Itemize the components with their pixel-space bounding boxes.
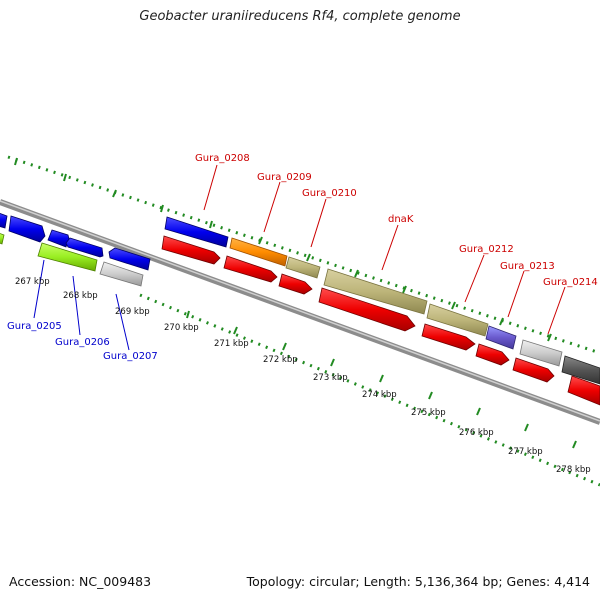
leader-lines-bottom bbox=[33, 259, 130, 351]
gene-red-1[interactable] bbox=[161, 235, 221, 265]
gene-left-blue-1[interactable] bbox=[0, 212, 8, 229]
gene-labels-top: Gura_0208 Gura_0209 Gura_0210 dnaK Gura_… bbox=[195, 153, 598, 288]
gene-gura-0208[interactable] bbox=[164, 216, 229, 248]
kbp-label: 267 kbp bbox=[15, 277, 50, 287]
gene-gura-0213[interactable] bbox=[485, 325, 517, 350]
gene-gura-0206[interactable] bbox=[37, 242, 98, 272]
gene-row-reverse bbox=[0, 232, 600, 406]
accession-text: Accession: NC_009483 bbox=[9, 574, 152, 589]
gene-left-blue-2[interactable] bbox=[8, 215, 46, 243]
kbp-label: 268 kbp bbox=[63, 291, 98, 301]
genome-backbone bbox=[0, 199, 600, 425]
gene-label-gura-0205[interactable]: Gura_0205 bbox=[7, 321, 62, 332]
kbp-label: 277 kbp bbox=[508, 447, 543, 457]
gene-red-6[interactable] bbox=[475, 343, 510, 366]
genome-summary-text: Topology: circular; Length: 5,136,364 bp… bbox=[246, 574, 590, 589]
gene-left-blue-4[interactable] bbox=[65, 237, 104, 258]
gene-red-4[interactable] bbox=[318, 287, 416, 332]
genome-backbone-highlight bbox=[0, 200, 600, 422]
kbp-label: 270 kbp bbox=[164, 323, 199, 333]
kbp-scale: 267 kbp 268 kbp 269 kbp 270 kbp 271 kbp … bbox=[15, 277, 591, 475]
gene-red-3[interactable] bbox=[278, 273, 313, 295]
gene-gura-0209[interactable] bbox=[229, 237, 288, 267]
gene-left-blue-5[interactable] bbox=[108, 247, 151, 271]
gene-left-lime[interactable] bbox=[0, 232, 5, 245]
gene-gura-0214[interactable] bbox=[519, 339, 563, 367]
gene-gura-0210[interactable] bbox=[285, 256, 321, 279]
gene-dark-right[interactable] bbox=[561, 355, 600, 385]
gene-dnak[interactable] bbox=[323, 268, 428, 315]
kbp-label: 275 kbp bbox=[411, 408, 446, 418]
gc-track-lower-ticks bbox=[186, 310, 577, 449]
gc-track-lower bbox=[139, 293, 600, 487]
kbp-label: 271 kbp bbox=[214, 339, 249, 349]
gene-label-gura-0206[interactable]: Gura_0206 bbox=[55, 337, 110, 348]
gene-red-7[interactable] bbox=[512, 357, 555, 383]
gene-labels-bottom: Gura_0205 Gura_0206 Gura_0207 bbox=[7, 321, 158, 362]
gene-gura-0212[interactable] bbox=[426, 303, 489, 337]
kbp-label: 269 kbp bbox=[115, 307, 150, 317]
map-title: Geobacter uraniireducens Rf4, complete g… bbox=[139, 9, 461, 24]
gene-label-gura-0209[interactable]: Gura_0209 bbox=[257, 172, 312, 183]
gc-track-upper-ticks bbox=[14, 157, 552, 342]
gene-gura-0207[interactable] bbox=[99, 261, 144, 287]
gene-label-gura-0208[interactable]: Gura_0208 bbox=[195, 153, 250, 164]
kbp-label: 278 kbp bbox=[556, 465, 591, 475]
gene-row-forward bbox=[0, 212, 600, 385]
gene-red-5[interactable] bbox=[421, 323, 476, 351]
gene-label-gura-0213[interactable]: Gura_0213 bbox=[500, 261, 555, 272]
gene-red-8[interactable] bbox=[567, 375, 600, 406]
gene-label-gura-0214[interactable]: Gura_0214 bbox=[543, 277, 598, 288]
gene-label-gura-0212[interactable]: Gura_0212 bbox=[459, 244, 514, 255]
kbp-label: 274 kbp bbox=[362, 390, 397, 400]
gene-red-2[interactable] bbox=[223, 255, 278, 283]
gene-label-dnak[interactable]: dnaK bbox=[388, 214, 414, 225]
gene-label-gura-0210[interactable]: Gura_0210 bbox=[302, 188, 357, 199]
kbp-label: 273 kbp bbox=[313, 373, 348, 383]
leader-lines-top bbox=[203, 164, 566, 335]
kbp-label: 276 kbp bbox=[459, 428, 494, 438]
gene-left-blue-3[interactable] bbox=[47, 229, 70, 248]
gene-label-gura-0207[interactable]: Gura_0207 bbox=[103, 351, 158, 362]
kbp-label: 272 kbp bbox=[263, 355, 298, 365]
